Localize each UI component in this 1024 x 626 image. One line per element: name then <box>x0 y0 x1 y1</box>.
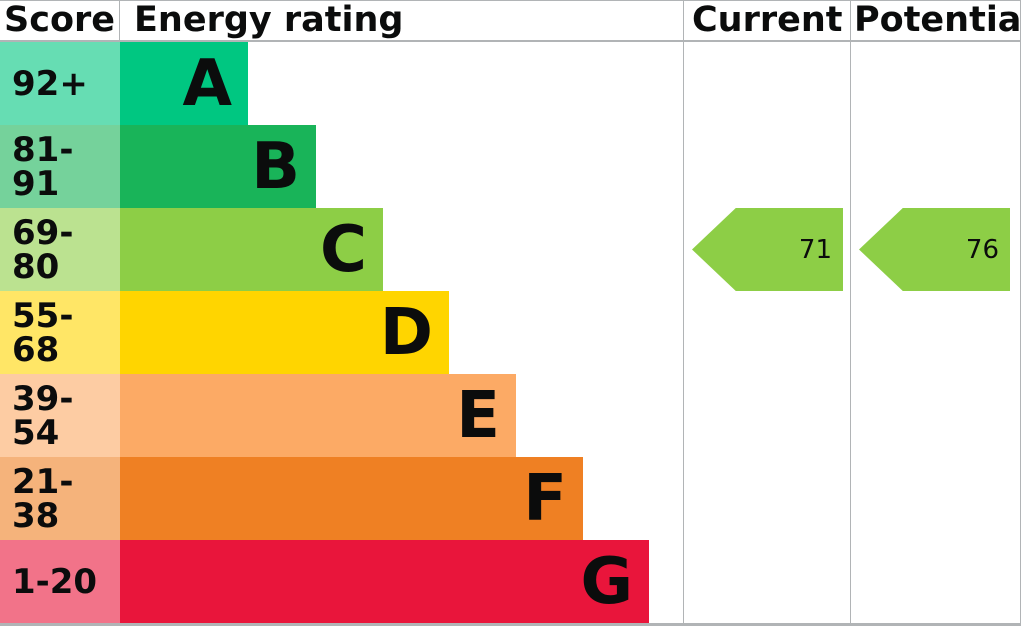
band-bar-a: A <box>120 42 248 125</box>
band-letter-f: F <box>523 461 567 536</box>
band-letter-e: E <box>456 378 500 453</box>
band-bar-g: G <box>120 540 649 623</box>
band-row-e: 39-54 E <box>0 374 683 457</box>
potential-column: 76 <box>850 42 1021 623</box>
band-bar-d: D <box>120 291 449 374</box>
band-bar-e: E <box>120 374 516 457</box>
potential-rating-arrow: 76 <box>859 208 1010 291</box>
score-range-g: 1-20 <box>0 540 120 623</box>
score-range-f: 21-38 <box>0 457 120 540</box>
band-letter-d: D <box>379 295 433 370</box>
score-range-d: 55-68 <box>0 291 120 374</box>
band-letter-c: C <box>320 212 367 287</box>
header-current: Current <box>683 1 850 40</box>
band-bar-f: F <box>120 457 583 540</box>
table-body: 92+ A 81-91 B 69-80 C 55-68 D 39-54 E 21-38 F 1-20 G … <box>0 42 1020 623</box>
band-bar-b: B <box>120 125 316 208</box>
band-row-a: 92+ A <box>0 42 683 125</box>
header-energy-rating: Energy rating <box>134 1 404 40</box>
band-bar-c: C <box>120 208 383 291</box>
score-range-e: 39-54 <box>0 374 120 457</box>
score-range-b: 81-91 <box>0 125 120 208</box>
current-column: 71 <box>683 42 850 623</box>
band-letter-g: G <box>580 544 633 619</box>
band-letter-a: A <box>182 46 232 121</box>
header-score: Score <box>0 1 120 40</box>
table-header-row: Score Energy rating Current Potential <box>0 1 1020 42</box>
band-row-g: 1-20 G <box>0 540 683 623</box>
header-potential: Potential <box>850 1 1020 40</box>
band-row-c: 69-80 C <box>0 208 683 291</box>
potential-rating-value: 76 <box>965 234 999 265</box>
band-rows: 92+ A 81-91 B 69-80 C 55-68 D 39-54 E 21-38 F 1-20 G <box>0 42 683 623</box>
score-range-c: 69-80 <box>0 208 120 291</box>
score-range-a: 92+ <box>0 42 120 125</box>
band-row-d: 55-68 D <box>0 291 683 374</box>
current-rating-value: 71 <box>798 234 832 265</box>
band-letter-b: B <box>251 129 300 204</box>
current-rating-arrow: 71 <box>692 208 843 291</box>
band-row-f: 21-38 F <box>0 457 683 540</box>
band-row-b: 81-91 B <box>0 125 683 208</box>
